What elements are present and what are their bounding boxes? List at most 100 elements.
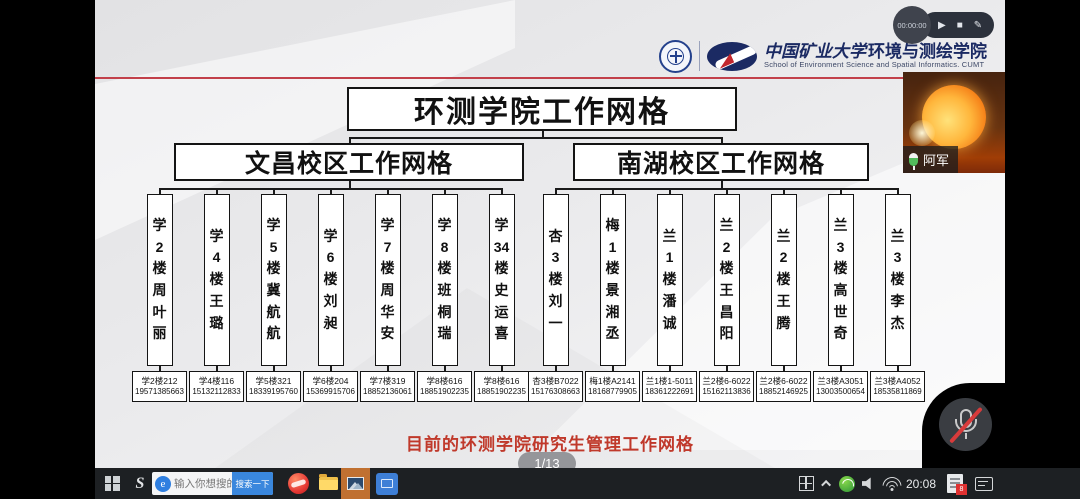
- grid-room-label: 学8楼616: [426, 375, 463, 386]
- stop-icon[interactable]: ■: [956, 19, 963, 31]
- connector: [554, 366, 557, 371]
- notification-badge: 8: [956, 484, 967, 495]
- recording-widget[interactable]: 00:00:00 ▶ ■ ✎: [893, 6, 995, 44]
- grid-contact-box: 学4楼116 15132112833: [189, 371, 244, 402]
- recording-timer: 00:00:00: [893, 6, 931, 44]
- grid-contact-box: 学5楼321 18339195760: [246, 371, 301, 402]
- grid-room-label: 学6楼204: [312, 375, 349, 386]
- notification-center-button[interactable]: [970, 468, 998, 499]
- connector: [349, 137, 351, 143]
- grid-member-box: 学2楼周叶丽: [146, 194, 173, 366]
- connector: [668, 188, 671, 194]
- clock[interactable]: 20:08: [905, 476, 937, 491]
- connector: [349, 137, 723, 139]
- grid-member-label: 学5楼冀航航: [266, 216, 281, 342]
- notes-tray-button[interactable]: 8: [942, 468, 968, 499]
- grid-phone-label: 18852136061: [363, 387, 412, 397]
- connector: [554, 188, 557, 194]
- mic-muted-icon: [949, 406, 983, 443]
- connector: [542, 131, 544, 137]
- s-app-button[interactable]: S: [135, 474, 145, 492]
- grid-contact-box: 学7楼319 18852136061: [360, 371, 415, 402]
- connector: [611, 188, 614, 194]
- grid-member-label: 兰3楼李杰: [890, 227, 905, 331]
- search-input[interactable]: [174, 477, 232, 490]
- mic-muted-button[interactable]: [939, 398, 992, 451]
- taskbar: S e 搜索一下 20:08 8: [0, 468, 1080, 499]
- grid-member-label: 兰2楼王昌阳: [719, 216, 734, 342]
- connector: [349, 181, 351, 188]
- connector: [215, 188, 218, 194]
- campus-title-wenchang: 文昌校区工作网格: [174, 143, 524, 181]
- browser-ball-icon: [287, 473, 309, 494]
- active-presentation-app-button[interactable]: [341, 468, 370, 499]
- campus-grid-wenchang: 学2楼周叶丽 学2楼212 19571385663 学4楼王璐 学4楼116 1…: [131, 188, 530, 402]
- grid-phone-label: 18851902235: [477, 387, 526, 397]
- grid-contact-box: 学8楼616 18851902235: [474, 371, 529, 402]
- wifi-button[interactable]: [880, 468, 904, 499]
- input-method-button[interactable]: [793, 468, 819, 499]
- grid-contact-box: 学8楼616 18851902235: [417, 371, 472, 402]
- connector: [725, 188, 728, 194]
- grid-member-box: 兰2楼王昌阳: [713, 194, 740, 366]
- grid-column: 学4楼王璐 学4楼116 15132112833: [188, 188, 245, 402]
- chevron-up-icon: [820, 479, 831, 490]
- volume-button[interactable]: [858, 468, 880, 499]
- grid-phone-label: 18361222691: [645, 387, 694, 397]
- slide-divider-line: [95, 77, 1005, 79]
- grid-contact-box: 兰3楼A3051 13003500654: [813, 371, 868, 402]
- speaker-icon: [862, 477, 871, 490]
- edit-icon[interactable]: ✎: [973, 19, 983, 31]
- grid-room-label: 学2楼212: [141, 375, 178, 386]
- grid-room-label: 学4楼116: [198, 375, 235, 386]
- grid-column: 学34楼史运喜 学8楼616 18851902235: [473, 188, 530, 402]
- connector: [329, 366, 332, 371]
- university-seal-icon: [659, 39, 692, 73]
- grid-column: 兰3楼高世奇 兰3楼A3051 13003500654: [812, 188, 869, 402]
- connector: [668, 366, 671, 371]
- connector: [782, 188, 785, 194]
- tray-expand-button[interactable]: [818, 468, 836, 499]
- grid-member-box: 梅1楼景湘丞: [599, 194, 626, 366]
- connector: [158, 366, 161, 371]
- grid-phone-label: 18339195760: [249, 387, 298, 397]
- org-chart-title-box: 环测学院工作网格: [347, 87, 737, 131]
- grid-column: 学8楼班桐瑞 学8楼616 18851902235: [416, 188, 473, 402]
- connector: [839, 188, 842, 194]
- grid-member-label: 学7楼周华安: [380, 216, 395, 342]
- meeting-app-button[interactable]: [372, 468, 402, 499]
- grid-column: 学6楼刘昶 学6楼204 15369915706: [302, 188, 359, 402]
- grid-room-label: 梅1楼A2141: [589, 375, 636, 386]
- notification-center-icon: [975, 476, 993, 491]
- grid-phone-label: 15176308663: [531, 387, 580, 397]
- browser-app-button[interactable]: [283, 468, 313, 499]
- antivirus-tray-button[interactable]: [836, 468, 858, 499]
- slide-footnote: 目前的环测学院研究生管理工作网格: [406, 435, 694, 454]
- grid-member-label: 学6楼刘昶: [323, 227, 338, 331]
- connector: [386, 188, 389, 194]
- grid-member-box: 学34楼史运喜: [488, 194, 515, 366]
- taskbar-search[interactable]: e 搜索一下: [152, 472, 273, 495]
- grid-member-label: 学2楼周叶丽: [152, 216, 167, 342]
- start-button[interactable]: [98, 468, 126, 499]
- connector: [500, 188, 503, 194]
- play-icon[interactable]: ▶: [938, 19, 946, 31]
- grid-phone-label: 18852146925: [759, 387, 808, 397]
- grid-contact-box: 兰1楼1-5011 18361222691: [642, 371, 697, 402]
- grid-member-box: 兰1楼潘诚: [656, 194, 683, 366]
- grid-room-label: 兰2楼6-6022: [702, 375, 751, 386]
- department-name-cn: 环境与测绘学院: [868, 41, 987, 61]
- folder-icon: [318, 474, 338, 490]
- grid-room-label: 兰1楼1-5011: [645, 375, 694, 386]
- grid-member-box: 学5楼冀航航: [260, 194, 287, 366]
- school-name: 中国矿业大学 环境与测绘学院 School of Environment Scie…: [764, 42, 987, 70]
- participant-video-thumbnail[interactable]: 阿军: [903, 72, 1005, 173]
- document-icon: 8: [947, 474, 967, 495]
- grid-column: 学2楼周叶丽 学2楼212 19571385663: [131, 188, 188, 402]
- grid-member-box: 学6楼刘昶: [317, 194, 344, 366]
- campus-grid-nanhu: 杏3楼刘一 杏3楼B7022 15176308663 梅1楼景湘丞 梅1楼A21…: [527, 188, 926, 402]
- connector: [272, 188, 275, 194]
- search-button[interactable]: 搜索一下: [232, 472, 273, 495]
- connector: [725, 366, 728, 371]
- file-explorer-button[interactable]: [313, 468, 343, 499]
